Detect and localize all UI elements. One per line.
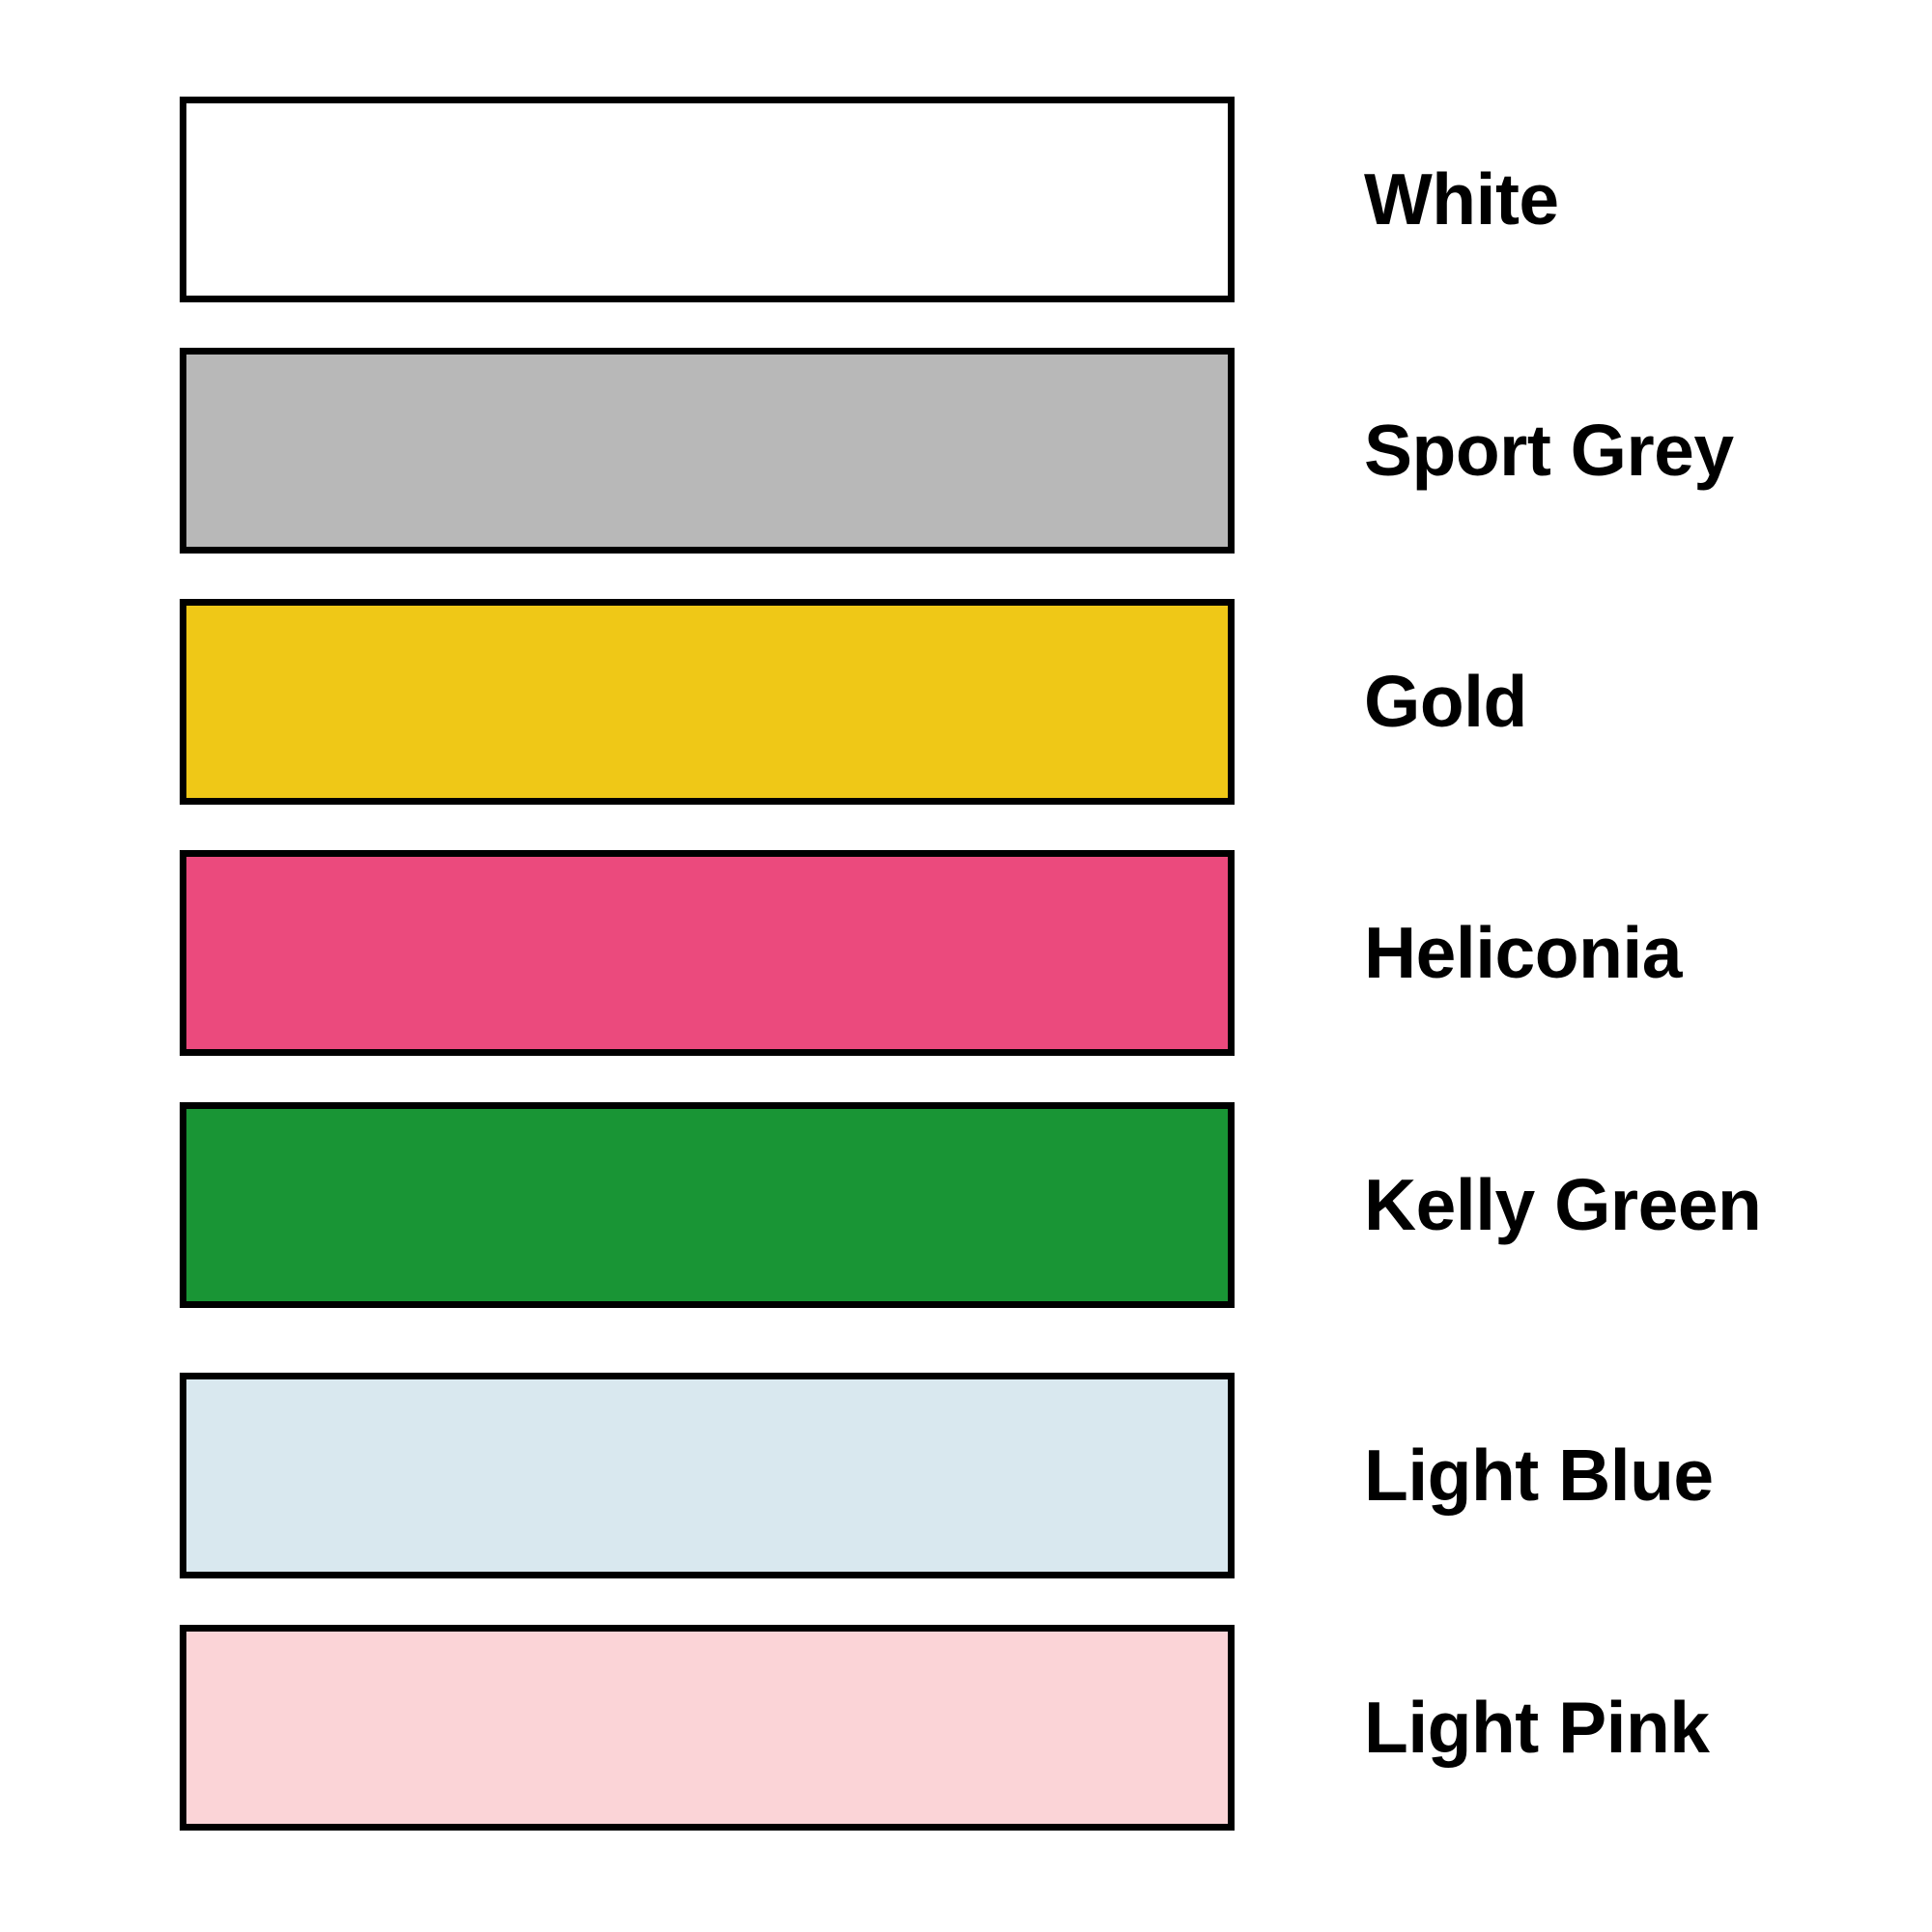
color-swatch[interactable]	[180, 1102, 1235, 1308]
color-swatch-label: Kelly Green	[1364, 1164, 1762, 1245]
color-swatch[interactable]	[180, 1373, 1235, 1578]
swatch-row: Sport Grey	[0, 348, 1932, 554]
color-swatch[interactable]	[180, 1625, 1235, 1831]
swatch-row: Kelly Green	[0, 1102, 1932, 1308]
swatch-row: Light Blue	[0, 1373, 1932, 1578]
color-swatch-label: Heliconia	[1364, 912, 1682, 993]
swatch-row: Heliconia	[0, 850, 1932, 1056]
color-swatch-label: Light Blue	[1364, 1435, 1714, 1516]
color-swatch[interactable]	[180, 599, 1235, 805]
swatch-row: Gold	[0, 599, 1932, 805]
color-swatch-label: White	[1364, 158, 1559, 240]
color-swatch-label: Gold	[1364, 661, 1527, 742]
swatch-row: Light Pink	[0, 1625, 1932, 1831]
color-swatch[interactable]	[180, 97, 1235, 302]
color-swatch-label: Light Pink	[1364, 1687, 1710, 1768]
color-swatch[interactable]	[180, 348, 1235, 554]
swatch-row: White	[0, 97, 1932, 302]
color-swatch[interactable]	[180, 850, 1235, 1056]
color-swatch-label: Sport Grey	[1364, 410, 1734, 491]
